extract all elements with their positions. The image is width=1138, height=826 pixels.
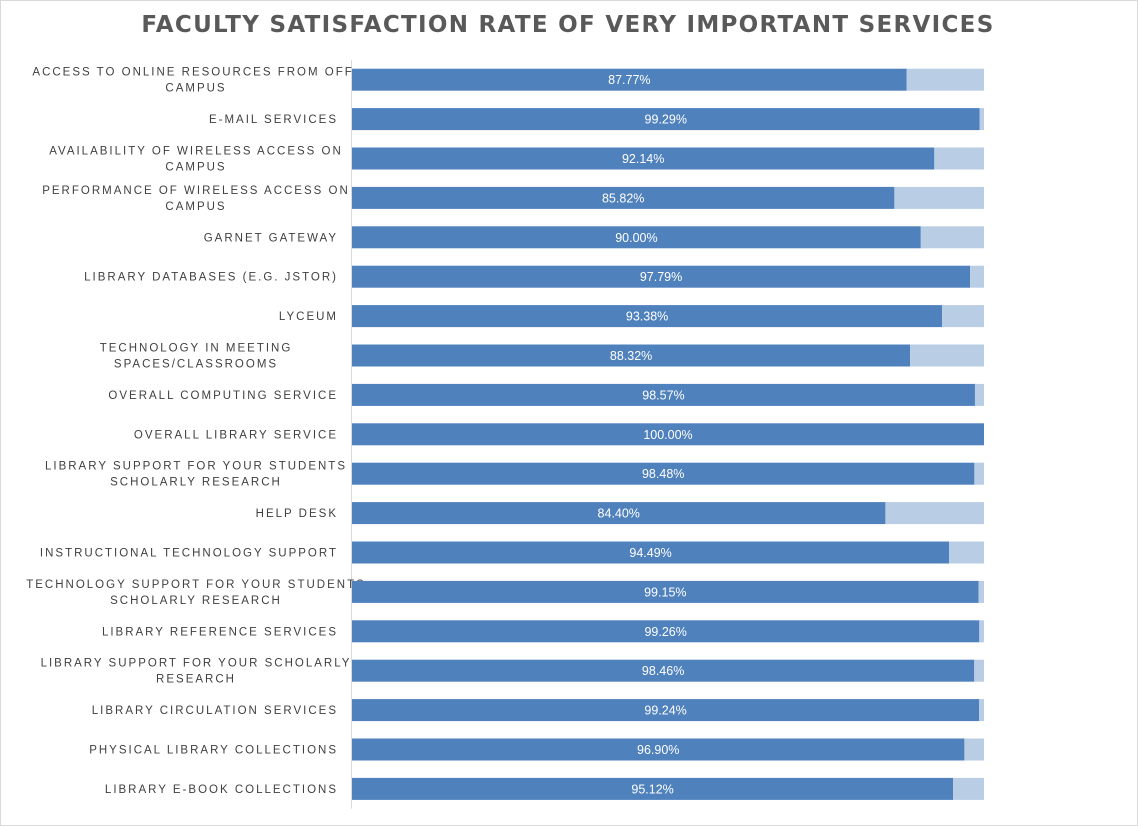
bar-remainder: [979, 699, 984, 722]
category-label: TECHNOLOGY IN MEETING: [100, 343, 293, 355]
data-label: 97.79%: [640, 270, 682, 284]
bar-satisfied: [352, 147, 935, 170]
bar-remainder: [949, 541, 984, 564]
bar-remainder: [979, 620, 984, 643]
data-label: 98.57%: [642, 388, 684, 402]
data-label: 99.15%: [644, 585, 686, 599]
data-label: 85.82%: [602, 191, 644, 205]
category-label: LYCEUM: [279, 311, 338, 323]
bar-satisfied: [352, 423, 984, 446]
data-label: 95.12%: [631, 782, 673, 796]
data-label: 99.26%: [644, 625, 686, 639]
category-label: PHYSICAL LIBRARY COLLECTIONS: [89, 745, 338, 757]
category-label: TECHNOLOGY SUPPORT FOR YOUR STUDENTS: [26, 579, 366, 591]
bar-satisfied: [352, 620, 980, 643]
bar-remainder: [978, 580, 984, 603]
bar-satisfied: [352, 68, 907, 91]
data-label: 90.00%: [615, 231, 657, 245]
category-label: HELP DESK: [256, 508, 338, 520]
category-label: OVERALL LIBRARY SERVICE: [134, 429, 338, 441]
data-label: 88.32%: [610, 349, 652, 363]
bar-remainder: [885, 502, 984, 525]
bar-satisfied: [352, 186, 895, 209]
data-label: 84.40%: [598, 507, 640, 521]
category-label: SCHOLARLY RESEARCH: [110, 595, 282, 607]
bar-remainder: [894, 186, 984, 209]
bar-satisfied: [352, 659, 975, 682]
bar-satisfied: [352, 462, 975, 485]
bar-remainder: [974, 462, 984, 485]
category-label: CAMPUS: [165, 83, 226, 95]
bar-remainder: [906, 68, 984, 91]
category-label: LIBRARY DATABASES (E.G. JSTOR): [84, 272, 338, 284]
bar-remainder: [953, 777, 984, 800]
data-label: 99.24%: [644, 704, 686, 718]
bar-satisfied: [352, 777, 954, 800]
bar-satisfied: [352, 265, 971, 288]
data-label: 92.14%: [622, 152, 664, 166]
bar-remainder: [964, 738, 984, 761]
category-label: SCHOLARLY RESEARCH: [110, 477, 282, 489]
category-label: LIBRARY REFERENCE SERVICES: [102, 626, 338, 638]
data-label: 96.90%: [637, 743, 679, 757]
bar-remainder: [910, 344, 984, 367]
data-label: 100.00%: [643, 428, 692, 442]
category-label: ACCESS TO ONLINE RESOURCES FROM OFF-: [32, 67, 359, 79]
category-label: E-MAIL SERVICES: [209, 114, 338, 126]
data-label: 98.48%: [642, 467, 684, 481]
category-label: CAMPUS: [165, 201, 226, 213]
category-label: GARNET GATEWAY: [204, 232, 338, 244]
category-label: LIBRARY SUPPORT FOR YOUR SCHOLARLY: [41, 658, 352, 670]
bar-satisfied: [352, 226, 921, 249]
chart-title: FACULTY SATISFACTION RATE OF VERY IMPORT…: [141, 12, 995, 38]
category-label: OVERALL COMPUTING SERVICE: [108, 390, 338, 402]
category-label: SPACES/CLASSROOMS: [114, 359, 278, 371]
bar-remainder: [942, 305, 984, 328]
data-label: 93.38%: [626, 310, 668, 324]
bar-satisfied: [352, 383, 975, 406]
bar-remainder: [974, 659, 984, 682]
bar-satisfied: [352, 108, 980, 131]
category-label: PERFORMANCE OF WIRELESS ACCESS ON: [42, 185, 350, 197]
bar-remainder: [979, 108, 984, 131]
category-label: INSTRUCTIONAL TECHNOLOGY SUPPORT: [40, 548, 338, 560]
category-label: LIBRARY E-BOOK COLLECTIONS: [105, 784, 338, 796]
bar-satisfied: [352, 580, 979, 603]
category-label: CAMPUS: [165, 162, 226, 174]
bar-satisfied: [352, 344, 911, 367]
bar-satisfied: [352, 541, 950, 564]
data-label: 94.49%: [629, 546, 671, 560]
bar-satisfied: [352, 738, 965, 761]
bar-satisfied: [352, 305, 943, 328]
category-label: LIBRARY SUPPORT FOR YOUR STUDENTS: [45, 461, 347, 473]
bar-remainder: [920, 226, 984, 249]
data-label: 87.77%: [608, 73, 650, 87]
category-label: RESEARCH: [156, 674, 236, 686]
bar-remainder: [974, 383, 984, 406]
bar-satisfied: [352, 502, 886, 525]
data-label: 99.29%: [645, 113, 687, 127]
bar-remainder: [934, 147, 984, 170]
data-label: 98.46%: [642, 664, 684, 678]
category-label: AVAILABILITY OF WIRELESS ACCESS ON: [49, 146, 343, 158]
bar-remainder: [970, 265, 984, 288]
category-label: LIBRARY CIRCULATION SERVICES: [92, 705, 338, 717]
bar-satisfied: [352, 699, 980, 722]
